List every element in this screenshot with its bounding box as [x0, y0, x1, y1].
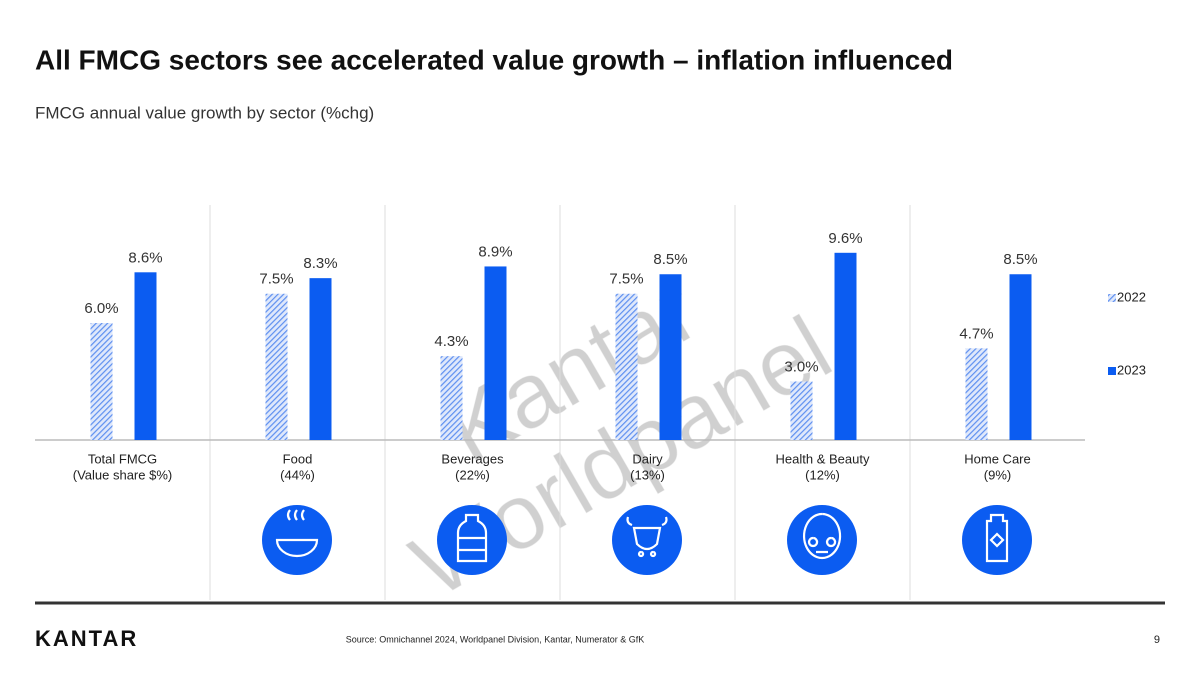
x-tick-label: Dairy — [632, 451, 663, 466]
x-tick-label: Total FMCG — [88, 451, 157, 466]
legend-swatch — [1108, 367, 1116, 375]
x-tick-label: Food — [283, 451, 313, 466]
x-tick-label: Home Care — [964, 451, 1030, 466]
bar — [615, 293, 638, 440]
value-label: 7.5% — [259, 271, 293, 288]
bar — [659, 274, 682, 440]
chart-title: All FMCG sectors see accelerated value g… — [35, 44, 953, 75]
value-label: 6.0% — [84, 300, 118, 317]
source: Source: Omnichannel 2024, Worldpanel Div… — [346, 634, 644, 644]
value-label: 4.3% — [434, 333, 468, 350]
bar — [309, 278, 332, 440]
icons — [262, 505, 1032, 575]
value-label: 9.6% — [828, 230, 862, 247]
bar — [1009, 274, 1032, 440]
value-label: 3.0% — [784, 358, 818, 375]
x-tick-label: Health & Beauty — [776, 451, 870, 466]
bar — [790, 381, 813, 440]
x-tick-note: (Value share $%) — [73, 467, 172, 482]
bar — [90, 323, 113, 440]
x-tick-note: (9%) — [984, 467, 1011, 482]
logo: KANTAR — [35, 626, 138, 651]
value-label: 7.5% — [609, 271, 643, 288]
bar — [834, 252, 857, 440]
chart-subtitle: FMCG annual value growth by sector (%chg… — [35, 103, 374, 122]
x-tick-note: (12%) — [805, 467, 840, 482]
watermark: KantarWorldpanel — [345, 211, 848, 618]
value-label: 8.6% — [128, 249, 162, 266]
bar — [484, 266, 507, 440]
legend-label: 2023 — [1117, 362, 1146, 377]
bar — [440, 356, 463, 440]
value-label: 8.9% — [478, 243, 512, 260]
legend-label: 2022 — [1117, 289, 1146, 304]
value-label: 4.7% — [959, 325, 993, 342]
value-label: 8.3% — [303, 255, 337, 272]
bar — [965, 348, 988, 440]
x-tick-note: (22%) — [455, 467, 490, 482]
bar — [134, 272, 157, 440]
legend-swatch — [1108, 294, 1116, 302]
value-label: 8.5% — [1003, 251, 1037, 268]
value-label: 8.5% — [653, 251, 687, 268]
page-number: 9 — [1154, 634, 1160, 646]
x-tick-note: (13%) — [630, 467, 665, 482]
x-tick-note: (44%) — [280, 467, 315, 482]
bar — [265, 293, 288, 440]
x-tick-label: Beverages — [441, 451, 504, 466]
